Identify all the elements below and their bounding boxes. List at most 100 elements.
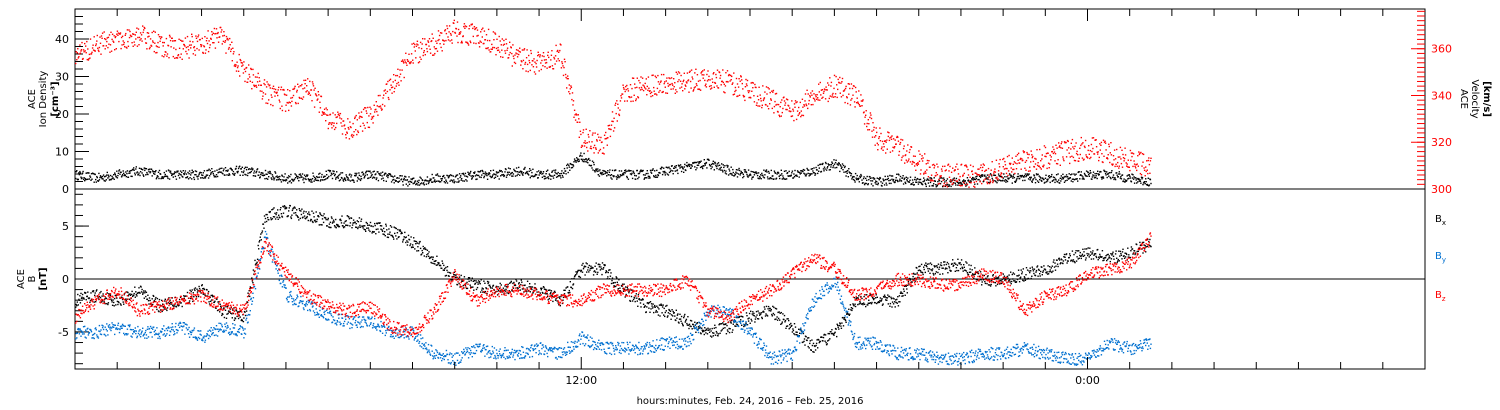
velocity-point (424, 54, 426, 56)
velocity-point (451, 39, 453, 41)
velocity-point (791, 115, 794, 117)
density-point (284, 173, 286, 175)
density-point (735, 171, 737, 173)
density-point (601, 172, 604, 174)
density-point (564, 170, 567, 172)
velocity-point (600, 136, 602, 139)
density-point (920, 181, 922, 184)
density-point (129, 172, 131, 174)
velocity-point (222, 40, 225, 43)
bx-point (129, 293, 131, 295)
density-point (292, 180, 295, 182)
velocity-point (569, 88, 571, 90)
velocity-point (1130, 152, 1133, 154)
density-point (168, 178, 171, 180)
density-point (416, 182, 418, 185)
velocity-point (113, 35, 115, 37)
density-point (138, 172, 140, 174)
velocity-point (716, 85, 718, 87)
velocity-point (293, 88, 295, 90)
velocity-point (771, 107, 773, 110)
velocity-point (896, 136, 898, 139)
velocity-point (874, 144, 876, 146)
bx-point (285, 207, 288, 209)
velocity-point (347, 126, 349, 129)
velocity-point (1119, 146, 1122, 149)
velocity-point (359, 125, 362, 127)
velocity-point (975, 180, 978, 183)
velocity-point (130, 35, 133, 37)
density-point (444, 182, 447, 184)
bx-point (260, 233, 262, 235)
density-point (626, 175, 628, 178)
bx-point (244, 314, 247, 317)
density-point (722, 164, 724, 166)
velocity-point (616, 120, 618, 122)
density-point (367, 170, 370, 172)
density-point (1110, 177, 1112, 180)
density-point (105, 179, 107, 181)
density-point (501, 174, 503, 176)
bx-point (384, 231, 386, 233)
velocity-point (447, 39, 450, 41)
bx-point (148, 297, 151, 299)
velocity-point (189, 40, 191, 43)
velocity-point (248, 64, 250, 66)
density-point (136, 172, 138, 174)
velocity-point (173, 40, 175, 42)
right-tick-label: 320 (1431, 136, 1452, 149)
velocity-point (769, 103, 771, 105)
density-point (616, 176, 618, 179)
density-point (1110, 171, 1113, 174)
velocity-point (1068, 152, 1070, 154)
bx-point (138, 287, 140, 289)
density-point (199, 171, 201, 174)
velocity-point (624, 100, 626, 102)
density-point (868, 179, 870, 181)
density-point (985, 178, 988, 180)
density-point (1011, 182, 1013, 184)
velocity-point (1071, 155, 1073, 157)
velocity-point (455, 28, 458, 30)
velocity-point (813, 93, 815, 95)
density-point (230, 168, 232, 170)
density-point (87, 178, 89, 180)
velocity-point (706, 80, 709, 82)
density-point (578, 160, 580, 162)
velocity-point (917, 163, 920, 165)
velocity-point (634, 87, 636, 89)
density-point (222, 173, 224, 175)
density-point (1139, 180, 1142, 182)
density-point (890, 182, 892, 185)
velocity-point (105, 45, 107, 47)
density-point (383, 179, 385, 182)
velocity-point (1103, 141, 1106, 143)
density-point (1063, 181, 1066, 183)
density-point (1147, 177, 1149, 179)
density-point (1116, 172, 1118, 174)
velocity-point (1037, 162, 1039, 164)
density-point (953, 177, 955, 179)
velocity-point (275, 92, 278, 94)
density-point (142, 169, 144, 171)
velocity-point (403, 76, 405, 79)
velocity-point (77, 48, 79, 50)
density-point (1013, 176, 1016, 179)
velocity-point (464, 27, 466, 29)
density-point (390, 175, 392, 177)
density-point (325, 178, 327, 180)
velocity-point (554, 55, 557, 57)
density-point (624, 169, 626, 172)
density-point (847, 176, 849, 178)
density-point (1060, 175, 1062, 177)
velocity-point (751, 90, 753, 92)
bx-point (210, 294, 212, 297)
velocity-point (697, 80, 700, 82)
velocity-point (982, 166, 984, 169)
velocity-point (1118, 165, 1120, 167)
density-point (1059, 182, 1061, 184)
bx-point (261, 232, 263, 234)
velocity-point (397, 68, 399, 70)
bx-point (403, 236, 405, 238)
velocity-point (666, 92, 669, 94)
